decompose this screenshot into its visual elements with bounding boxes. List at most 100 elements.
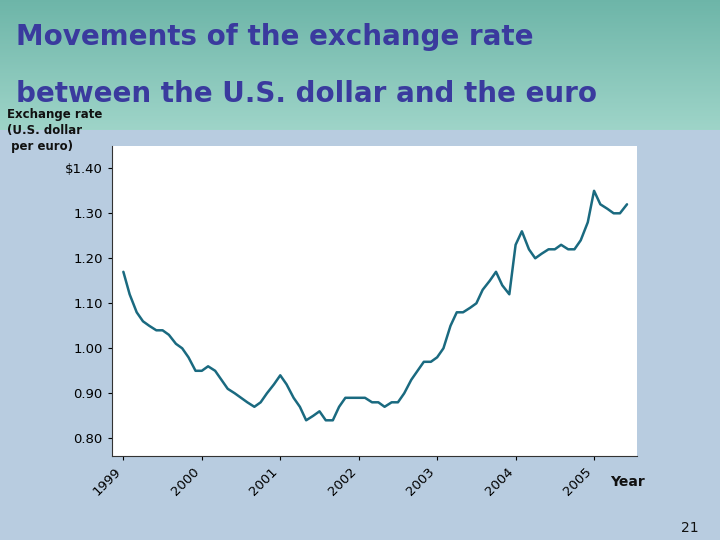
Bar [0, 89, 720, 90]
Bar [0, 35, 720, 36]
Bar [0, 28, 720, 29]
Bar [0, 43, 720, 44]
Bar [0, 54, 720, 55]
Bar [0, 12, 720, 13]
Bar [0, 49, 720, 50]
Bar [0, 38, 720, 39]
Bar [0, 102, 720, 103]
Bar [0, 129, 720, 130]
Bar [0, 125, 720, 126]
Bar [0, 96, 720, 97]
Bar [0, 57, 720, 58]
Bar [0, 17, 720, 18]
Bar [0, 50, 720, 51]
Bar [0, 82, 720, 83]
Bar [0, 16, 720, 17]
Bar [0, 107, 720, 108]
Bar [0, 122, 720, 123]
Bar [0, 62, 720, 63]
Bar [0, 73, 720, 75]
Bar [0, 19, 720, 21]
Bar [0, 30, 720, 31]
Bar [0, 119, 720, 120]
Bar [0, 113, 720, 114]
Bar [0, 116, 720, 117]
Bar [0, 127, 720, 129]
Text: per euro): per euro) [7, 140, 73, 153]
Bar [0, 15, 720, 16]
Bar [0, 1, 720, 2]
Bar [0, 9, 720, 10]
Bar [0, 71, 720, 72]
Bar [0, 32, 720, 33]
Bar [0, 87, 720, 89]
Text: Exchange rate: Exchange rate [7, 108, 102, 121]
Bar [0, 27, 720, 28]
Bar [0, 110, 720, 111]
Bar [0, 55, 720, 56]
Bar [0, 44, 720, 45]
Bar [0, 63, 720, 64]
Bar [0, 39, 720, 40]
Bar [0, 13, 720, 14]
Bar [0, 106, 720, 107]
Bar [0, 92, 720, 93]
Bar [0, 99, 720, 100]
Bar [0, 84, 720, 85]
Bar [0, 91, 720, 92]
Bar [0, 95, 720, 96]
Bar [0, 93, 720, 94]
Bar [0, 60, 720, 62]
Bar [0, 10, 720, 11]
Bar [0, 58, 720, 59]
Bar [0, 40, 720, 41]
Bar [0, 97, 720, 98]
Bar [0, 52, 720, 53]
Bar [0, 51, 720, 52]
Bar [0, 33, 720, 35]
Bar [0, 14, 720, 15]
Bar [0, 31, 720, 32]
Bar [0, 100, 720, 102]
Bar [0, 98, 720, 99]
Bar [0, 67, 720, 68]
Text: Movements of the exchange rate: Movements of the exchange rate [16, 23, 534, 51]
Bar [0, 24, 720, 25]
Text: (U.S. dollar: (U.S. dollar [7, 124, 82, 137]
Bar [0, 79, 720, 80]
Bar [0, 8, 720, 9]
Bar [0, 53, 720, 54]
Bar [0, 0, 720, 1]
Bar [0, 83, 720, 84]
Bar [0, 124, 720, 125]
Bar [0, 64, 720, 65]
Bar [0, 75, 720, 76]
Bar [0, 65, 720, 66]
Bar [0, 81, 720, 82]
Bar [0, 86, 720, 87]
Bar [0, 90, 720, 91]
Bar [0, 68, 720, 69]
Bar [0, 72, 720, 73]
Bar [0, 108, 720, 109]
Bar [0, 56, 720, 57]
Text: 21: 21 [681, 521, 698, 535]
Bar [0, 121, 720, 122]
Bar [0, 103, 720, 104]
Bar [0, 29, 720, 30]
Bar [0, 36, 720, 37]
Bar [0, 41, 720, 42]
Bar [0, 66, 720, 67]
Bar [0, 69, 720, 70]
Bar [0, 21, 720, 22]
Bar [0, 23, 720, 24]
Bar [0, 26, 720, 27]
Bar [0, 104, 720, 105]
Bar [0, 114, 720, 116]
Bar [0, 18, 720, 19]
Bar [0, 120, 720, 121]
Bar [0, 109, 720, 110]
Bar [0, 78, 720, 79]
Bar [0, 4, 720, 5]
Bar [0, 6, 720, 8]
